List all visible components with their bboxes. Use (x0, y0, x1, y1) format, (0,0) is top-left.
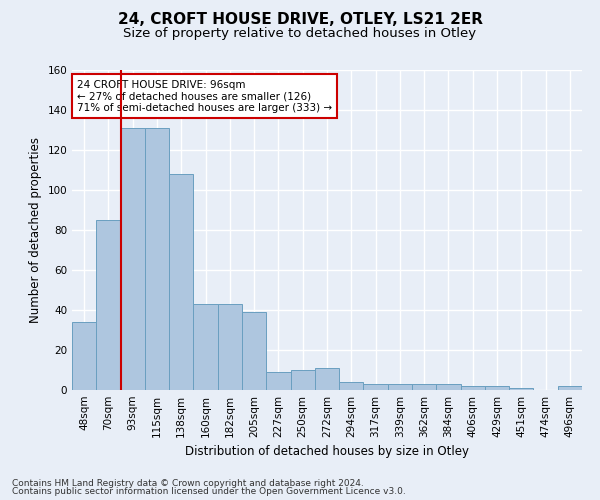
Bar (290, 370, 315, 390)
Bar (266, 372, 290, 390)
Text: 24 CROFT HOUSE DRIVE: 96sqm
← 27% of detached houses are smaller (126)
71% of se: 24 CROFT HOUSE DRIVE: 96sqm ← 27% of det… (77, 80, 332, 113)
Bar (72, 322, 96, 390)
Bar (242, 312, 266, 390)
Bar (193, 304, 218, 390)
Text: Contains HM Land Registry data © Crown copyright and database right 2024.: Contains HM Land Registry data © Crown c… (12, 478, 364, 488)
Bar (509, 388, 533, 390)
Bar (558, 386, 582, 390)
Bar (339, 382, 364, 390)
Bar (218, 304, 242, 390)
Text: Contains public sector information licensed under the Open Government Licence v3: Contains public sector information licen… (12, 487, 406, 496)
Bar (96, 220, 121, 390)
Bar (315, 368, 339, 390)
Bar (461, 386, 485, 390)
Bar (364, 384, 388, 390)
Bar (169, 174, 193, 390)
Bar (412, 384, 436, 390)
Bar (485, 386, 509, 390)
Y-axis label: Number of detached properties: Number of detached properties (29, 137, 42, 323)
Bar (145, 128, 169, 390)
Bar (388, 384, 412, 390)
Bar (436, 384, 461, 390)
Text: Size of property relative to detached houses in Otley: Size of property relative to detached ho… (124, 28, 476, 40)
Bar (121, 128, 145, 390)
X-axis label: Distribution of detached houses by size in Otley: Distribution of detached houses by size … (185, 446, 469, 458)
Text: 24, CROFT HOUSE DRIVE, OTLEY, LS21 2ER: 24, CROFT HOUSE DRIVE, OTLEY, LS21 2ER (118, 12, 482, 28)
